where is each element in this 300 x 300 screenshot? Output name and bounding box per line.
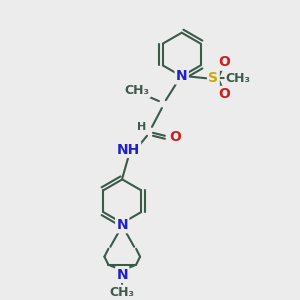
Text: N: N [176, 69, 188, 83]
Text: CH₃: CH₃ [124, 84, 150, 97]
Text: CH₃: CH₃ [226, 72, 251, 85]
Text: O: O [169, 130, 181, 144]
Text: H: H [137, 122, 147, 132]
Text: S: S [208, 71, 218, 85]
Text: O: O [218, 56, 230, 69]
Text: O: O [218, 87, 230, 101]
Text: NH: NH [117, 143, 140, 157]
Text: CH₃: CH₃ [110, 286, 135, 299]
Text: N: N [116, 268, 128, 282]
Text: N: N [116, 218, 128, 232]
